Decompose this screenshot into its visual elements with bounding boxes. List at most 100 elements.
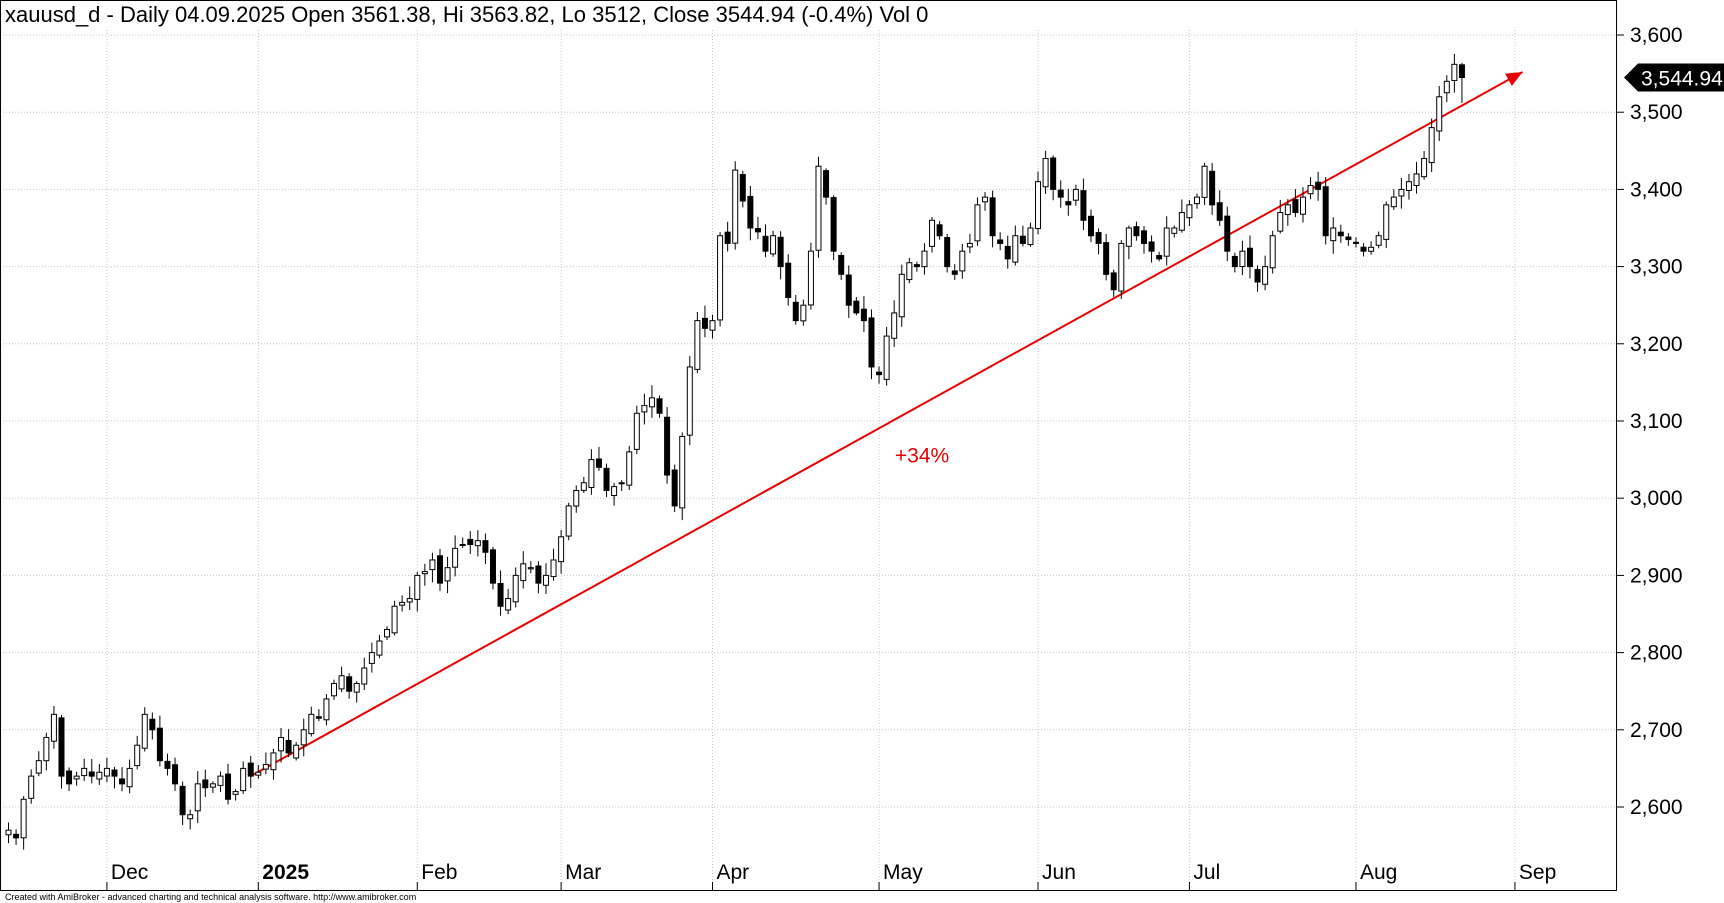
- y-tick-label: 2,900: [1630, 564, 1683, 587]
- candle-body: [1307, 185, 1314, 195]
- candle-body: [141, 713, 148, 749]
- candle: [1201, 162, 1208, 206]
- candle-body: [13, 833, 20, 839]
- candle-body: [611, 486, 618, 497]
- candle: [1216, 190, 1223, 226]
- candle: [28, 769, 35, 804]
- candle-body: [527, 567, 534, 570]
- y-tick-label: 3,500: [1630, 101, 1683, 124]
- candle: [732, 161, 739, 250]
- candle-body: [88, 771, 95, 777]
- candle-body: [747, 195, 754, 229]
- candle-body: [1141, 230, 1147, 244]
- candle: [1277, 199, 1284, 234]
- candle: [384, 626, 390, 640]
- chart-title: xauusd_d - Daily 04.09.2025 Open 3561.38…: [5, 2, 928, 27]
- x-tick-label: Feb: [421, 861, 457, 884]
- candle-body: [770, 235, 777, 255]
- candle: [368, 642, 375, 673]
- candle: [1080, 178, 1087, 231]
- candle-body: [172, 764, 179, 785]
- candle: [807, 242, 814, 310]
- candle: [883, 326, 890, 386]
- candle: [156, 715, 163, 767]
- candle-body: [225, 773, 232, 800]
- candle-body: [1088, 215, 1095, 237]
- candle-body: [278, 737, 285, 752]
- candle: [717, 232, 724, 327]
- candle: [1141, 225, 1147, 254]
- candle-body: [262, 764, 269, 770]
- candle-body: [785, 262, 792, 298]
- x-tick-label: Dec: [111, 861, 148, 884]
- candle: [1095, 228, 1102, 255]
- candle-body: [209, 783, 216, 788]
- candle: [792, 294, 799, 325]
- candle: [1337, 224, 1344, 243]
- candle-body: [686, 366, 693, 436]
- candle-body: [1254, 269, 1261, 283]
- candle: [1360, 243, 1367, 257]
- candle: [1072, 184, 1079, 206]
- candle-body: [1277, 212, 1284, 232]
- candle: [391, 600, 398, 636]
- candle: [209, 781, 216, 793]
- x-axis: Dec 2025 Feb Mar Apr May Jun Jul Aug Sep: [106, 861, 1556, 890]
- candle: [467, 531, 474, 554]
- candle: [595, 446, 602, 471]
- candle: [1269, 230, 1276, 274]
- candle: [936, 220, 943, 240]
- candle: [664, 407, 671, 484]
- candle: [134, 735, 141, 770]
- candle: [474, 530, 481, 557]
- candle-body: [717, 235, 724, 321]
- candle-body: [1292, 199, 1299, 214]
- y-tick-label: 3,300: [1630, 256, 1683, 279]
- candle: [982, 192, 989, 211]
- candle: [436, 548, 443, 591]
- candle: [459, 537, 466, 548]
- candle-body: [921, 250, 928, 268]
- candle-body: [1050, 157, 1057, 190]
- candle-body: [558, 536, 565, 563]
- candle: [278, 728, 285, 763]
- candle: [20, 796, 27, 850]
- candle-body: [43, 737, 50, 762]
- candle: [1019, 225, 1026, 247]
- candle-body: [505, 598, 512, 611]
- candle-body: [853, 300, 860, 314]
- candles-layer: [5, 53, 1465, 850]
- trendline-arrowhead: [1505, 72, 1523, 86]
- candle-body: [754, 228, 761, 233]
- candle: [81, 758, 88, 781]
- candle-body: [951, 270, 958, 275]
- candle: [58, 715, 65, 789]
- candle: [588, 449, 595, 495]
- candle-body: [391, 605, 398, 634]
- candle-body: [1345, 236, 1352, 241]
- candle: [376, 634, 383, 659]
- candle: [323, 694, 330, 726]
- candle: [558, 529, 565, 574]
- candle-body: [489, 549, 496, 584]
- candle-body: [1133, 226, 1140, 237]
- candle: [202, 769, 209, 797]
- candle-body: [1035, 181, 1042, 230]
- candle: [1193, 193, 1200, 209]
- candle: [770, 230, 777, 257]
- candle: [1398, 178, 1405, 209]
- candle: [141, 707, 148, 752]
- candle: [633, 405, 640, 455]
- candle-body: [664, 416, 671, 476]
- candle-body: [800, 304, 807, 322]
- candle-body: [50, 713, 57, 742]
- candle: [149, 712, 156, 740]
- candle-body: [1269, 235, 1276, 269]
- candle-body: [1368, 246, 1375, 252]
- candle: [308, 706, 315, 737]
- candle-body: [73, 775, 80, 780]
- candle-body: [891, 312, 898, 339]
- candle-body: [353, 682, 360, 693]
- candle: [1118, 240, 1125, 299]
